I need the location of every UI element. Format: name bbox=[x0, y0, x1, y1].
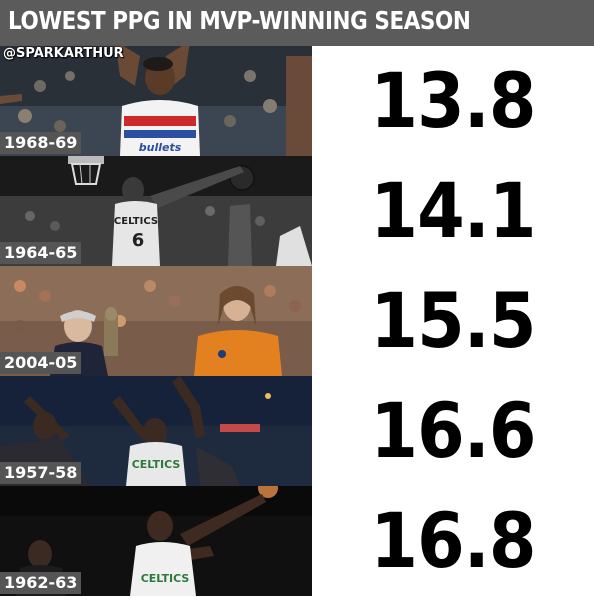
mvp-row-3: 2004-05 15.5 bbox=[0, 266, 594, 376]
season-label: 1957-58 bbox=[0, 462, 82, 484]
watermark-handle: @SPARKARTHUR bbox=[3, 46, 124, 61]
ppg-value: 16.6 bbox=[370, 386, 536, 475]
mvp-row-4: CELTICS 1957-58 16.6 bbox=[0, 376, 594, 486]
player-photo-4: CELTICS 1957-58 bbox=[0, 376, 312, 486]
title-bar: LOWEST PPG IN MVP-WINNING SEASON bbox=[0, 0, 594, 46]
mvp-row-2: CELTICS 6 1964-65 14.1 bbox=[0, 156, 594, 266]
player-photo-3: 2004-05 bbox=[0, 266, 312, 376]
player-photo-1: bullets 1968-69 bbox=[0, 46, 312, 156]
ppg-value: 14.1 bbox=[370, 166, 536, 255]
jersey-text: CELTICS bbox=[114, 216, 158, 227]
page-title: LOWEST PPG IN MVP-WINNING SEASON bbox=[8, 6, 471, 35]
layup-player-image: CELTICS bbox=[0, 486, 312, 596]
jersey-number: 6 bbox=[132, 230, 145, 251]
jersey-text: bullets bbox=[139, 141, 182, 154]
jersey-text: CELTICS bbox=[141, 572, 190, 585]
season-label: 1964-65 bbox=[0, 242, 82, 264]
jersey-text: CELTICS bbox=[132, 458, 181, 471]
season-label: 1962-63 bbox=[0, 572, 82, 594]
season-label: 1968-69 bbox=[0, 132, 82, 154]
ppg-value: 13.8 bbox=[370, 56, 536, 145]
season-label: 2004-05 bbox=[0, 352, 82, 374]
shooting-player-image: bullets bbox=[0, 46, 312, 156]
mvp-row-5: CELTICS 1962-63 16.8 bbox=[0, 486, 594, 596]
ppg-value: 16.8 bbox=[370, 496, 536, 585]
player-photo-2: CELTICS 6 1964-65 bbox=[0, 156, 312, 266]
player-photo-5: CELTICS 1962-63 bbox=[0, 486, 312, 596]
mvp-row-1: bullets 1968-69 13.8 bbox=[0, 46, 594, 156]
ppg-value: 15.5 bbox=[370, 276, 536, 365]
